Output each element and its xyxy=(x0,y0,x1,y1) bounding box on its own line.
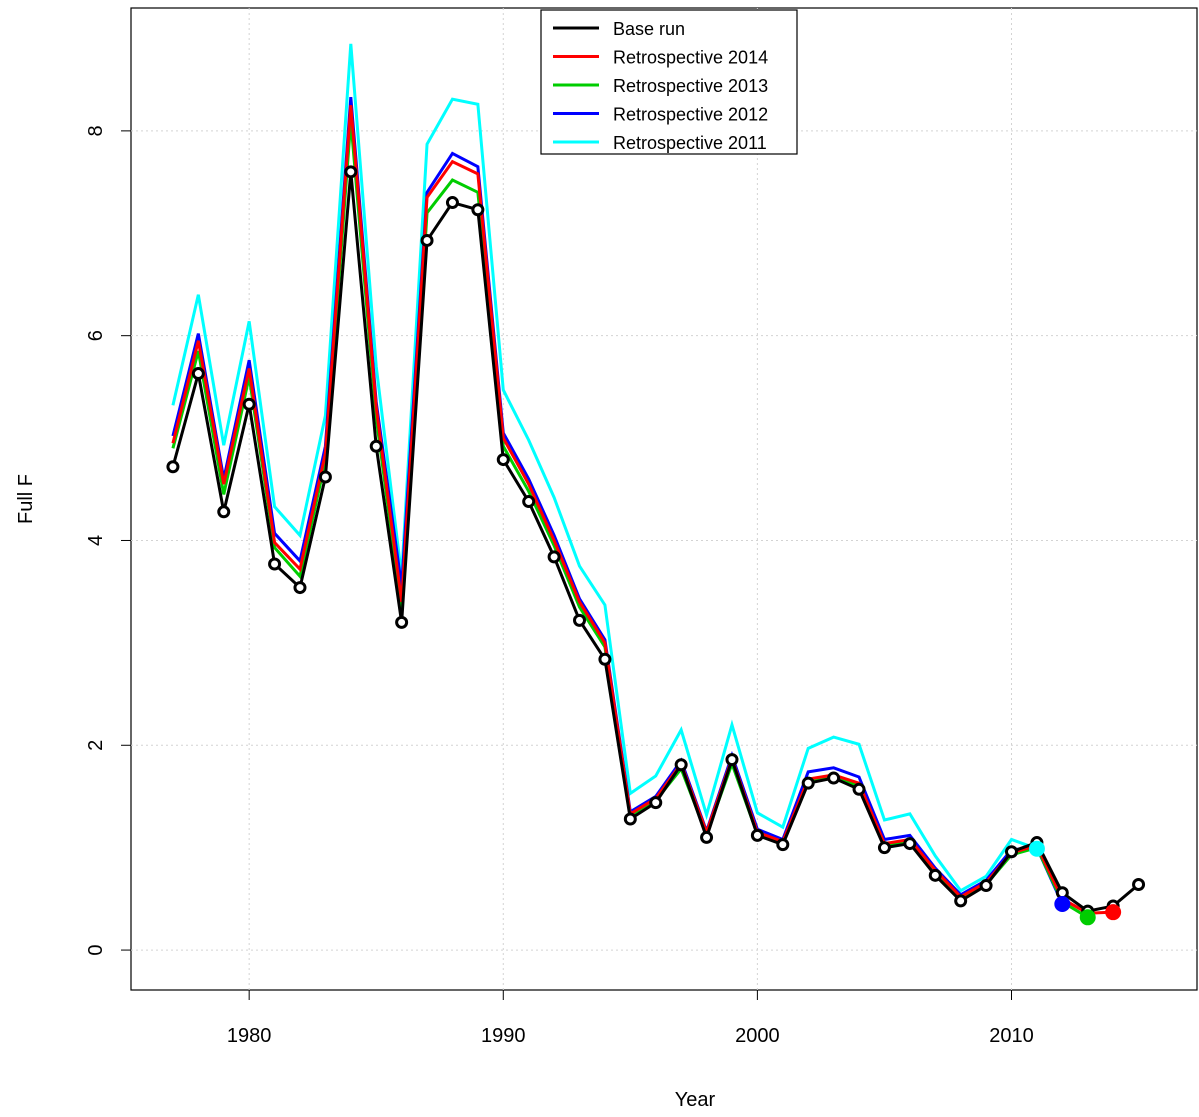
base-point xyxy=(725,753,739,767)
base-point xyxy=(395,615,409,629)
terminal-point xyxy=(1079,909,1096,926)
base-point xyxy=(420,233,434,247)
y-axis-label: Full F xyxy=(15,474,37,524)
series-line xyxy=(171,105,1114,915)
y-tick-label: 4 xyxy=(85,535,107,546)
terminal-point xyxy=(1105,904,1122,921)
base-point xyxy=(776,838,790,852)
base-point xyxy=(649,796,663,810)
base-point xyxy=(623,812,637,826)
base-point xyxy=(293,581,307,595)
base-point xyxy=(852,782,866,796)
base-point xyxy=(344,165,358,179)
series-line xyxy=(171,43,1038,893)
base-point xyxy=(547,550,561,564)
legend-label: Retrospective 2012 xyxy=(613,105,768,125)
base-point xyxy=(700,830,714,844)
y-tick-label: 0 xyxy=(85,945,107,956)
x-axis-label: Year xyxy=(675,1089,716,1111)
terminal-point xyxy=(1054,895,1071,912)
legend-label: Retrospective 2013 xyxy=(613,76,768,96)
base-point xyxy=(191,367,205,381)
base-point xyxy=(445,196,459,210)
y-tick-label: 6 xyxy=(85,330,107,341)
base-point xyxy=(369,439,383,453)
base-point xyxy=(522,495,536,509)
base-point xyxy=(954,894,968,908)
base-point xyxy=(877,841,891,855)
legend-label: Retrospective 2014 xyxy=(613,48,768,68)
base-point xyxy=(573,613,587,627)
base-point xyxy=(979,879,993,893)
legend: Base run Retrospective 2014 Retrospective … xyxy=(540,9,798,155)
base-point xyxy=(903,837,917,851)
base-point xyxy=(166,460,180,474)
legend-box xyxy=(540,9,798,155)
base-point xyxy=(1004,845,1018,859)
x-tick-label: 1980 xyxy=(227,1025,272,1047)
terminal-point xyxy=(1028,840,1045,857)
plot-frame xyxy=(130,7,1198,991)
base-point xyxy=(268,557,282,571)
y-tick-label: 2 xyxy=(85,740,107,751)
base-point xyxy=(1132,878,1146,892)
legend-label: Retrospective 2011 xyxy=(613,133,767,153)
y-tick-label: 8 xyxy=(85,125,107,136)
base-point xyxy=(496,453,510,467)
base-point xyxy=(674,758,688,772)
x-tick-label: 2010 xyxy=(989,1025,1034,1047)
base-point xyxy=(801,776,815,790)
base-point xyxy=(217,505,231,519)
base-point xyxy=(471,203,485,217)
base-point xyxy=(318,470,332,484)
base-point xyxy=(827,771,841,785)
base-point xyxy=(598,652,612,666)
legend-label: Base run xyxy=(613,19,685,39)
x-tick-label: 2000 xyxy=(735,1025,780,1047)
base-point xyxy=(242,397,256,411)
base-point xyxy=(928,868,942,882)
x-tick-label: 1990 xyxy=(481,1025,526,1047)
base-point xyxy=(750,828,764,842)
